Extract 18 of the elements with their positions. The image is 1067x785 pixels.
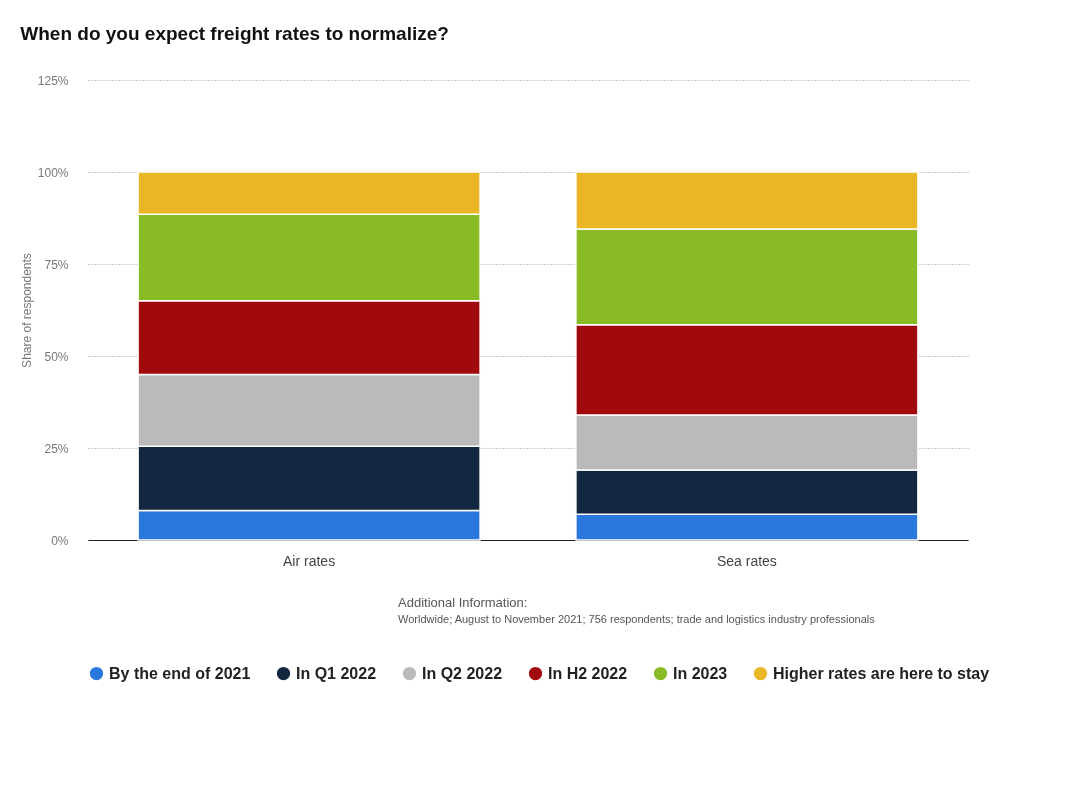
y-tick-label: 50% <box>44 349 69 364</box>
y-tick-label: 25% <box>44 441 69 456</box>
legend-label: In Q1 2022 <box>296 664 377 682</box>
legend-label: Higher rates are here to stay <box>773 664 990 682</box>
legend-label: In H2 2022 <box>548 664 628 682</box>
x-tick-label: Air rates <box>283 552 336 569</box>
legend-label: By the end of 2021 <box>109 664 251 682</box>
text: Additional Information: <box>398 594 528 610</box>
text: Worldwide; August to November 2021; 756 respondents; trade and logistics industry professionals <box>398 612 876 625</box>
legend-label: In Q2 2022 <box>422 664 503 682</box>
legend-label: In 2023 <box>673 664 728 682</box>
y-axis-title: Share of respondents <box>19 253 34 368</box>
y-tick-label: 75% <box>44 257 69 272</box>
x-tick-label: Sea rates <box>716 552 777 569</box>
y-tick-label: 0% <box>51 533 69 548</box>
y-tick-label: 100% <box>37 165 69 180</box>
y-tick-label: 125% <box>37 73 69 88</box>
chart-title: When do you expect freight rates to normalize? <box>20 23 449 44</box>
